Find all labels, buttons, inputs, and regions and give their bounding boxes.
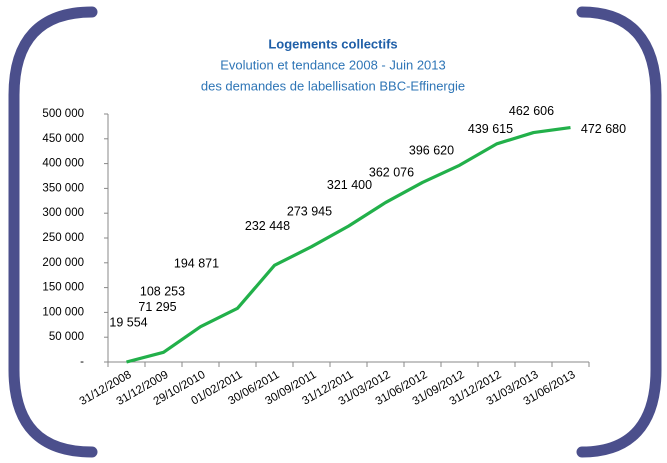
chart-subtitle: des demandes de labellisation BBC-Effine… [201, 78, 465, 93]
data-label: 472 680 [581, 122, 626, 136]
left-bracket [8, 6, 98, 458]
y-tick-label: 50 000 [49, 331, 84, 343]
y-tick-label: 400 000 [42, 158, 84, 170]
data-label: 462 606 [509, 104, 554, 118]
y-tick-label: 300 000 [42, 207, 84, 219]
data-label: 19 554 [109, 316, 147, 330]
chart-title: Logements collectifs [268, 36, 397, 51]
y-tick-label: 350 000 [42, 182, 84, 194]
data-label: 194 871 [174, 257, 219, 271]
data-label: 232 448 [245, 219, 290, 233]
y-tick-label: 150 000 [42, 282, 84, 294]
y-tick-label: - [80, 356, 84, 368]
right-bracket [576, 6, 662, 458]
data-label: 108 253 [140, 285, 185, 299]
y-tick-label: 500 000 [42, 108, 84, 120]
data-label: 439 615 [468, 122, 513, 136]
data-label: 71 295 [138, 300, 176, 314]
data-line [126, 125, 571, 364]
y-tick-label: 250 000 [42, 232, 84, 244]
chart-subtitle: Evolution et tendance 2008 - Juin 2013 [220, 57, 446, 72]
data-label: 396 620 [409, 144, 454, 158]
data-label: 273 945 [287, 204, 332, 218]
y-tick-label: 450 000 [42, 133, 84, 145]
data-label: 362 076 [369, 166, 414, 180]
data-label: 321 400 [327, 178, 372, 192]
y-tick-label: 200 000 [42, 257, 84, 269]
y-tick-label: 100 000 [42, 306, 84, 318]
